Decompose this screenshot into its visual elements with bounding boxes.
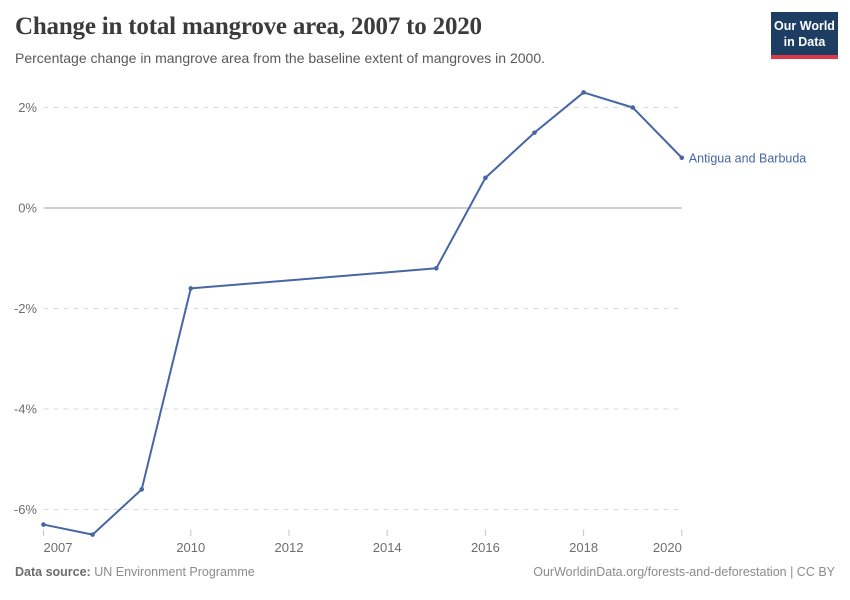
data-point	[483, 175, 488, 181]
data-point	[434, 266, 439, 271]
data-point	[630, 105, 635, 110]
data-point	[679, 155, 685, 161]
data-point	[581, 90, 586, 95]
gridlines-group: 2% 0% -2% -4% -6%	[14, 100, 682, 517]
owid-logo: Our World in Data	[771, 12, 838, 60]
x-axis-tick-label: 2018	[569, 540, 598, 555]
series-group: Antigua and Barbuda	[41, 90, 806, 537]
y-axis-tick-label: -2%	[14, 301, 38, 316]
x-axis-tick-label: 2014	[373, 540, 402, 555]
owid-logo-line1: Our World	[774, 19, 835, 33]
data-source-label: Data source:	[15, 565, 91, 579]
series-label-antigua-and-barbuda: Antigua and Barbuda	[689, 151, 807, 165]
x-axis-tick-label: 2020	[653, 540, 682, 555]
chart-subtitle: Percentage change in mangrove area from …	[15, 50, 545, 66]
data-point	[188, 286, 194, 291]
y-axis-tick-label: 2%	[18, 100, 37, 115]
data-point	[532, 130, 537, 135]
data-source-value: UN Environment Programme	[94, 565, 255, 579]
y-axis-tick-label: -4%	[14, 402, 38, 417]
series-line-antigua-and-barbuda	[42, 91, 683, 536]
x-axis-tick-label: 2007	[44, 540, 73, 555]
x-axis: 2007 2010 2012 2014 2016 2018 2020	[43, 529, 683, 555]
y-axis-tick-label: -6%	[14, 502, 38, 517]
page-title: Change in total mangrove area, 2007 to 2…	[15, 13, 482, 40]
owid-url-link[interactable]: OurWorldinData.org/forests-and-deforesta…	[533, 565, 835, 579]
data-point	[90, 532, 95, 537]
chart-footer: Data source: UN Environment Programme Ou…	[15, 565, 835, 579]
y-axis-tick-label: 0%	[18, 201, 37, 216]
x-axis-tick-label: 2012	[275, 540, 304, 555]
owid-logo-line2: in Data	[783, 34, 826, 49]
data-source: Data source: UN Environment Programme	[15, 565, 255, 579]
data-point	[41, 522, 46, 527]
x-axis-tick-label: 2016	[471, 540, 500, 555]
x-axis-tick-label: 2010	[176, 540, 205, 555]
data-point	[139, 487, 144, 492]
